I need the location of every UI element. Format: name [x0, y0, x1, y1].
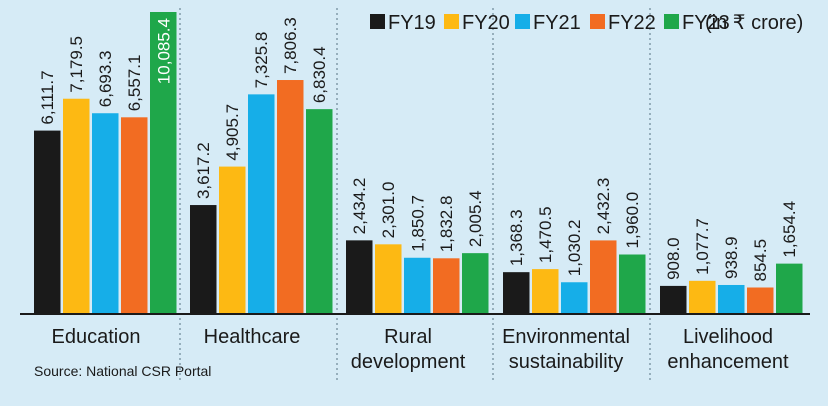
bar-FY23-1: [306, 109, 333, 313]
legend-label-FY21: FY21: [533, 12, 581, 34]
bar-FY19-1: [190, 205, 217, 313]
value-label-FY19-4: 908.0: [664, 237, 683, 280]
bar-FY19-4: [660, 285, 687, 313]
value-label-FY23-4: 1,654.4: [780, 201, 799, 258]
value-label-FY22-1: 7,806.3: [281, 17, 300, 74]
legend-swatch-FY20: [444, 14, 459, 29]
value-label-FY20-3: 1,470.5: [536, 206, 555, 263]
value-label-FY20-1: 4,905.7: [223, 104, 242, 161]
value-label-FY23-1: 6,830.4: [310, 46, 329, 103]
unit-note: (in ₹ crore): [705, 12, 803, 34]
bar-FY22-4: [747, 287, 774, 313]
bar-FY20-3: [532, 269, 559, 313]
value-label-FY22-4: 854.5: [751, 239, 770, 282]
category-label-4-1: enhancement: [667, 351, 789, 373]
legend-swatch-FY21: [515, 14, 530, 29]
value-label-FY21-1: 7,325.8: [252, 32, 271, 89]
category-label-1-0: Healthcare: [204, 326, 301, 348]
legend-swatch-FY19: [370, 14, 385, 29]
value-label-FY23-0: 10,085.4: [154, 18, 173, 84]
bar-FY23-2: [462, 253, 489, 313]
bar-FY21-1: [248, 94, 275, 314]
bar-FY23-4: [776, 263, 803, 313]
bar-FY21-3: [561, 282, 588, 313]
value-label-FY23-2: 2,005.4: [466, 190, 485, 247]
value-label-FY21-3: 1,030.2: [565, 220, 584, 277]
bar-FY19-3: [503, 272, 530, 313]
bar-FY19-2: [346, 240, 373, 313]
legend-label-FY22: FY22: [608, 12, 656, 34]
source-note: Source: National CSR Portal: [34, 363, 211, 379]
category-label-4-0: Livelihood: [683, 326, 773, 348]
bar-FY22-1: [277, 80, 304, 313]
value-label-FY19-2: 2,434.2: [350, 178, 369, 235]
bar-FY22-3: [590, 240, 617, 313]
value-label-FY20-4: 1,077.7: [693, 218, 712, 275]
value-label-FY23-3: 1,960.0: [623, 192, 642, 249]
value-label-FY22-3: 2,432.3: [594, 178, 613, 235]
bar-FY23-3: [619, 254, 646, 313]
bar-FY20-4: [689, 280, 716, 313]
category-label-0-0: Education: [52, 326, 141, 348]
value-label-FY21-2: 1,850.7: [408, 195, 427, 252]
category-label-3-0: Environmental: [502, 326, 630, 348]
bar-FY23-0: [150, 12, 177, 313]
bar-FY21-0: [92, 113, 119, 313]
bar-FY20-1: [219, 166, 246, 313]
legend-label-FY23: FY23: [682, 12, 730, 34]
value-label-FY19-1: 3,617.2: [194, 142, 213, 199]
category-label-2-0: Rural: [384, 326, 432, 348]
bar-FY20-2: [375, 244, 402, 313]
value-label-FY20-2: 2,301.0: [379, 182, 398, 239]
value-label-FY20-0: 7,179.5: [67, 36, 86, 93]
legend-swatch-FY22: [590, 14, 605, 29]
bar-FY21-2: [404, 257, 431, 313]
category-label-3-1: sustainability: [509, 351, 624, 373]
bar-FY21-4: [718, 284, 745, 313]
bar-FY19-0: [34, 130, 61, 313]
value-label-FY22-0: 6,557.1: [125, 55, 144, 112]
bar-FY22-2: [433, 258, 460, 313]
value-label-FY19-0: 6,111.7: [38, 70, 57, 124]
legend-label-FY20: FY20: [462, 12, 510, 34]
legend-swatch-FY23: [664, 14, 679, 29]
category-label-2-1: development: [351, 351, 466, 373]
value-label-FY21-0: 6,693.3: [96, 51, 115, 108]
bar-FY20-0: [63, 98, 90, 313]
value-label-FY21-4: 938.9: [722, 236, 741, 279]
value-label-FY22-2: 1,832.8: [437, 196, 456, 253]
value-label-FY19-3: 1,368.3: [507, 209, 526, 266]
legend-label-FY19: FY19: [388, 12, 436, 34]
bar-FY22-0: [121, 117, 148, 313]
